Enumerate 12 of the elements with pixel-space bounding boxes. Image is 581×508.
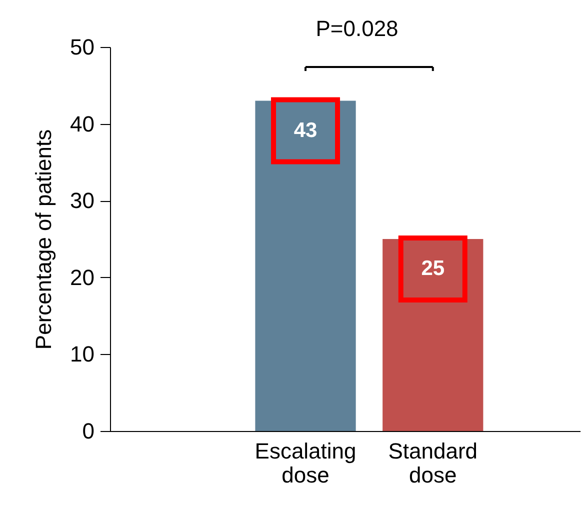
y-tick-label: 40 (70, 111, 94, 136)
y-tick-label: 20 (70, 264, 94, 290)
data-label: 43 (294, 118, 318, 142)
text: P=0.028 (316, 16, 398, 41)
y-axis-title: Percentage of patients (31, 129, 56, 350)
y-tick-label: 0 (82, 418, 94, 444)
y-tick-label: 50 (70, 34, 94, 60)
data-label: 25 (421, 257, 445, 280)
x-tick-label: Standard dose (388, 438, 478, 488)
x-tick-label: Escalating dose (254, 438, 356, 488)
y-tick-label: 10 (70, 342, 94, 367)
y-tick-label: 30 (70, 188, 94, 214)
